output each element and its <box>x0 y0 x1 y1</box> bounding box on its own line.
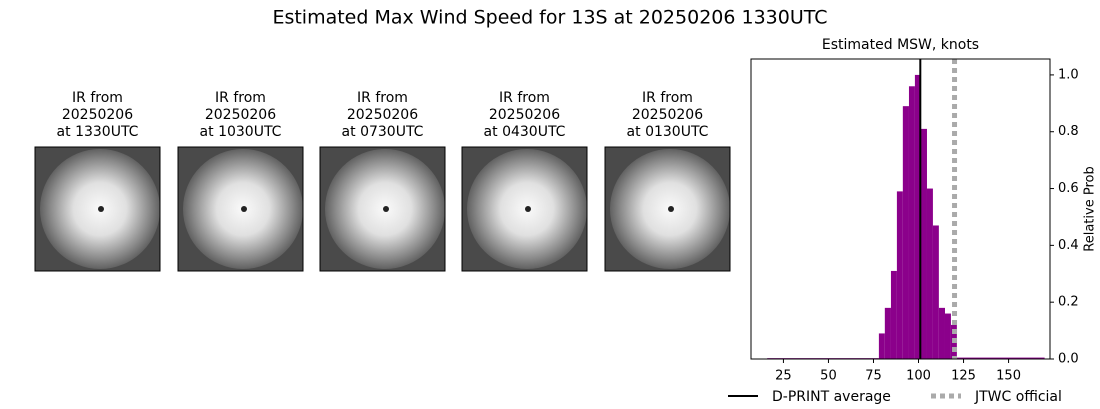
bar <box>932 225 939 359</box>
bar <box>884 307 891 359</box>
ir-frame <box>461 146 588 272</box>
y-tick-label: 0.8 <box>1058 124 1079 139</box>
bar <box>938 307 945 359</box>
bar <box>914 74 921 359</box>
y-tick-label: 0.2 <box>1058 295 1079 310</box>
bar <box>956 357 1045 359</box>
legend-label: D-PRINT average <box>772 389 891 405</box>
bar <box>926 188 933 359</box>
legend-label: JTWC official <box>974 389 1062 405</box>
y-tick-label: 0.4 <box>1058 238 1079 253</box>
x-tick-label: 75 <box>865 369 882 384</box>
bar <box>944 313 951 359</box>
panel-label: IR from <box>215 90 266 106</box>
y-tick-label: 1.0 <box>1058 67 1079 82</box>
y-tick-label: 0.6 <box>1058 181 1079 196</box>
ir-frame <box>604 146 731 272</box>
panel-label: at 1330UTC <box>57 124 139 140</box>
y-tick-label: 0.0 <box>1058 352 1079 367</box>
bar <box>902 106 909 359</box>
bar <box>896 191 903 359</box>
x-tick-label: 50 <box>820 369 837 384</box>
panel-label: at 0130UTC <box>627 124 709 140</box>
ir-eye <box>98 206 104 212</box>
x-tick-label: 100 <box>906 369 931 384</box>
x-tick-label: 125 <box>951 369 976 384</box>
ir-eye <box>668 206 674 212</box>
panel-label: IR from <box>499 90 550 106</box>
ir-frame <box>177 146 304 272</box>
panel-label: 20250206 <box>347 107 418 123</box>
panel-label: IR from <box>642 90 693 106</box>
panel-label: 20250206 <box>62 107 133 123</box>
panel-label: 20250206 <box>205 107 276 123</box>
ir-eye <box>241 206 247 212</box>
bar <box>920 128 927 359</box>
panel-label: 20250206 <box>489 107 560 123</box>
plot-frame <box>750 58 1051 360</box>
ir-frame <box>319 146 446 272</box>
panel-label: 20250206 <box>632 107 703 123</box>
ir-frame <box>34 146 161 272</box>
x-tick-label: 150 <box>996 369 1021 384</box>
bar <box>878 333 885 359</box>
panel-label: at 1030UTC <box>200 124 282 140</box>
axes-title: Estimated MSW, knots <box>822 37 979 53</box>
panel-label: IR from <box>357 90 408 106</box>
ir-eye <box>383 206 389 212</box>
ir-eye <box>525 206 531 212</box>
panel-label: at 0430UTC <box>484 124 566 140</box>
panel-label: at 0730UTC <box>342 124 424 140</box>
bar <box>908 86 915 359</box>
y-axis-label: Relative Prob <box>1083 166 1098 251</box>
figure-title: Estimated Max Wind Speed for 13S at 2025… <box>272 7 827 29</box>
x-tick-label: 25 <box>775 369 792 384</box>
bar <box>890 270 897 359</box>
panel-label: IR from <box>72 90 123 106</box>
